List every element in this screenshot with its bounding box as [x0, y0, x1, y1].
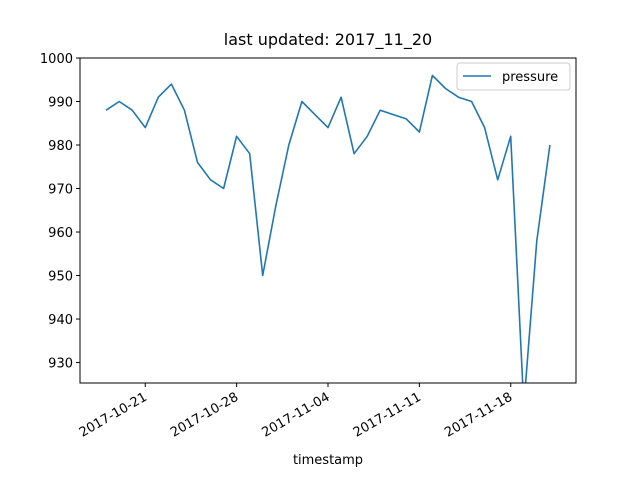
legend-label: pressure: [502, 70, 558, 85]
chart-title: last updated: 2017_11_20: [224, 30, 432, 50]
y-tick-label: 980: [48, 139, 73, 154]
y-tick-label: 940: [48, 313, 73, 328]
y-tick-label: 950: [48, 270, 73, 285]
y-tick-label: 970: [48, 183, 73, 198]
y-tick-label: 990: [48, 96, 73, 111]
y-tick-label: 960: [48, 226, 73, 241]
x-axis-label: timestamp: [293, 453, 363, 468]
axes-frame: [79, 57, 577, 384]
y-tick-label: 1000: [40, 52, 73, 67]
y-tick-label: 930: [48, 357, 73, 372]
line: [105, 74, 551, 383]
legend-box: [456, 62, 571, 91]
plot-area: [105, 74, 551, 383]
